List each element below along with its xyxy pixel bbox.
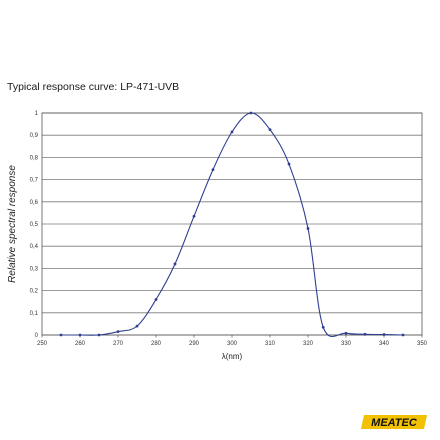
- x-tick-label: 340: [379, 341, 390, 347]
- data-point: [116, 330, 120, 334]
- y-tick-label: 0,5: [30, 222, 39, 228]
- x-tick-label: 320: [303, 341, 314, 347]
- data-point: [344, 331, 348, 335]
- x-tick-label: 270: [113, 341, 124, 347]
- x-tick-label: 250: [37, 341, 48, 347]
- x-tick-label: 260: [75, 341, 86, 347]
- data-point: [135, 324, 139, 328]
- y-tick-label: 0,8: [30, 155, 39, 161]
- data-point: [173, 262, 177, 266]
- x-tick-label: 310: [265, 341, 276, 347]
- data-point: [211, 168, 215, 172]
- y-tick-label: 0,4: [30, 244, 39, 250]
- data-point: [249, 111, 253, 115]
- x-tick-labels: 250 260 270 280 290 300 310 320 330 340 350: [37, 335, 428, 347]
- data-point: [230, 130, 234, 134]
- y-tick-labels: 0 0,1 0,2 0,3 0,4 0,5 0,6 0,7 0,8 0,9 1: [30, 111, 39, 339]
- data-point: [192, 214, 196, 218]
- data-point: [382, 333, 386, 336]
- x-tick-label: 290: [189, 341, 200, 347]
- meatec-logo: MEATEC: [361, 415, 427, 429]
- data-point: [97, 333, 101, 337]
- grid-lines: [42, 112, 422, 336]
- data-point: [268, 128, 272, 132]
- x-tick-label: 300: [227, 341, 238, 347]
- data-point: [154, 298, 158, 301]
- y-tick-label: 0,9: [30, 133, 39, 139]
- data-point: [59, 333, 63, 337]
- y-tick-label: 0: [35, 333, 39, 339]
- x-tick-label: 280: [151, 341, 162, 347]
- y-tick-label: 0,7: [30, 178, 39, 184]
- data-point: [321, 325, 325, 329]
- y-tick-label: 1: [35, 111, 39, 117]
- y-axis-label: Relative spectral response: [7, 165, 18, 283]
- data-point: [287, 162, 291, 166]
- data-point: [363, 332, 367, 336]
- y-tick-label: 0,1: [30, 311, 39, 317]
- y-tick-label: 0,2: [30, 289, 39, 295]
- x-tick-label: 330: [341, 341, 352, 347]
- response-curve-line: [61, 112, 404, 338]
- x-tick-label: 350: [417, 341, 428, 347]
- data-point: [401, 333, 405, 337]
- data-point: [306, 227, 310, 230]
- chart-title: Typical response curve: LP-471-UVB: [7, 81, 180, 93]
- x-axis-label: λ(nm): [222, 352, 243, 361]
- svg-text:MEATEC: MEATEC: [371, 417, 418, 429]
- y-tick-label: 0,3: [30, 266, 39, 272]
- data-point: [78, 333, 82, 337]
- data-points: [59, 111, 405, 337]
- y-tick-label: 0,6: [30, 200, 39, 206]
